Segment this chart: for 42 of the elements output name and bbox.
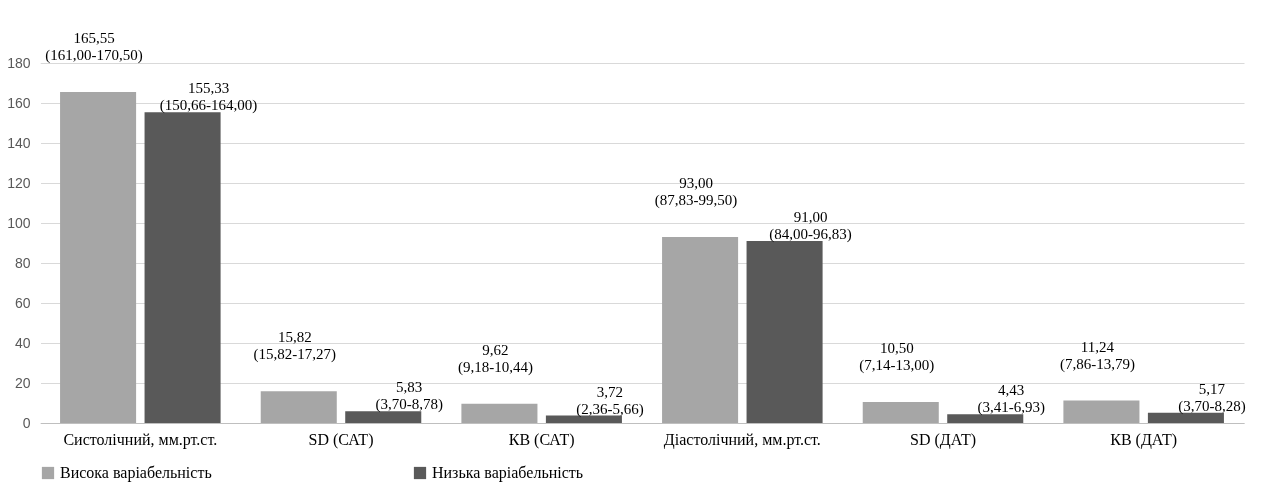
bar [662, 237, 739, 423]
x-tick-label: SD (САТ) [308, 430, 374, 449]
bar [947, 414, 1024, 423]
data-label: 93,00 (87,83-99,50) [654, 175, 738, 209]
data-label: 11,24 (7,86-13,79) [1059, 338, 1135, 373]
bar [461, 403, 538, 423]
bar [746, 241, 823, 423]
bar [60, 91, 137, 423]
bar [545, 415, 622, 423]
y-tick-label: 120 [7, 174, 31, 191]
data-label: 10,50 (7,14-13,00) [859, 340, 935, 374]
data-label: 5,17 (3,70-8,28) [1178, 380, 1246, 415]
data-label: 155,33 (150,66-164,00) [159, 80, 258, 115]
data-label: 4,43 (3,41-6,93) [977, 382, 1045, 417]
y-tick-label: 40 [14, 334, 31, 351]
data-label: 91,00 (84,00-96,83) [769, 209, 852, 243]
y-tick-label: 160 [7, 94, 31, 111]
bar [862, 402, 939, 423]
y-tick-label: 0 [22, 414, 31, 431]
y-tick-label: 140 [7, 134, 31, 151]
y-tick-label: 20 [14, 374, 31, 391]
data-label: 15,82 (15,82-17,27) [253, 329, 336, 364]
legend-label: Низька варіабельність [432, 464, 584, 482]
y-tick-label: 60 [14, 294, 31, 311]
bar [345, 411, 422, 423]
data-label: 165,55 (161,00-170,50) [45, 29, 143, 64]
y-tick-label: 100 [7, 214, 31, 231]
data-label: 9,62 (9,18-10,44) [457, 341, 533, 376]
x-tick-label: SD (ДАТ) [910, 430, 976, 449]
data-label: 3,72 (2,36-5,66) [576, 383, 644, 418]
bar [1063, 400, 1140, 423]
bar [1147, 412, 1224, 423]
bar [144, 112, 221, 423]
x-tick-label: Діастолічний, мм.рт.ст. [663, 430, 821, 449]
y-tick-label: 180 [7, 54, 31, 71]
x-tick-label: КВ (ДАТ) [1110, 430, 1178, 449]
legend-label: Висока варіабельність [60, 464, 212, 482]
bar [260, 391, 337, 423]
data-label: 5,83 (3,70-8,78) [375, 379, 443, 414]
y-tick-label: 80 [14, 254, 31, 271]
x-tick-label: КВ (САТ) [508, 430, 575, 449]
x-tick-label: Систолічний, мм.рт.ст. [63, 430, 218, 449]
